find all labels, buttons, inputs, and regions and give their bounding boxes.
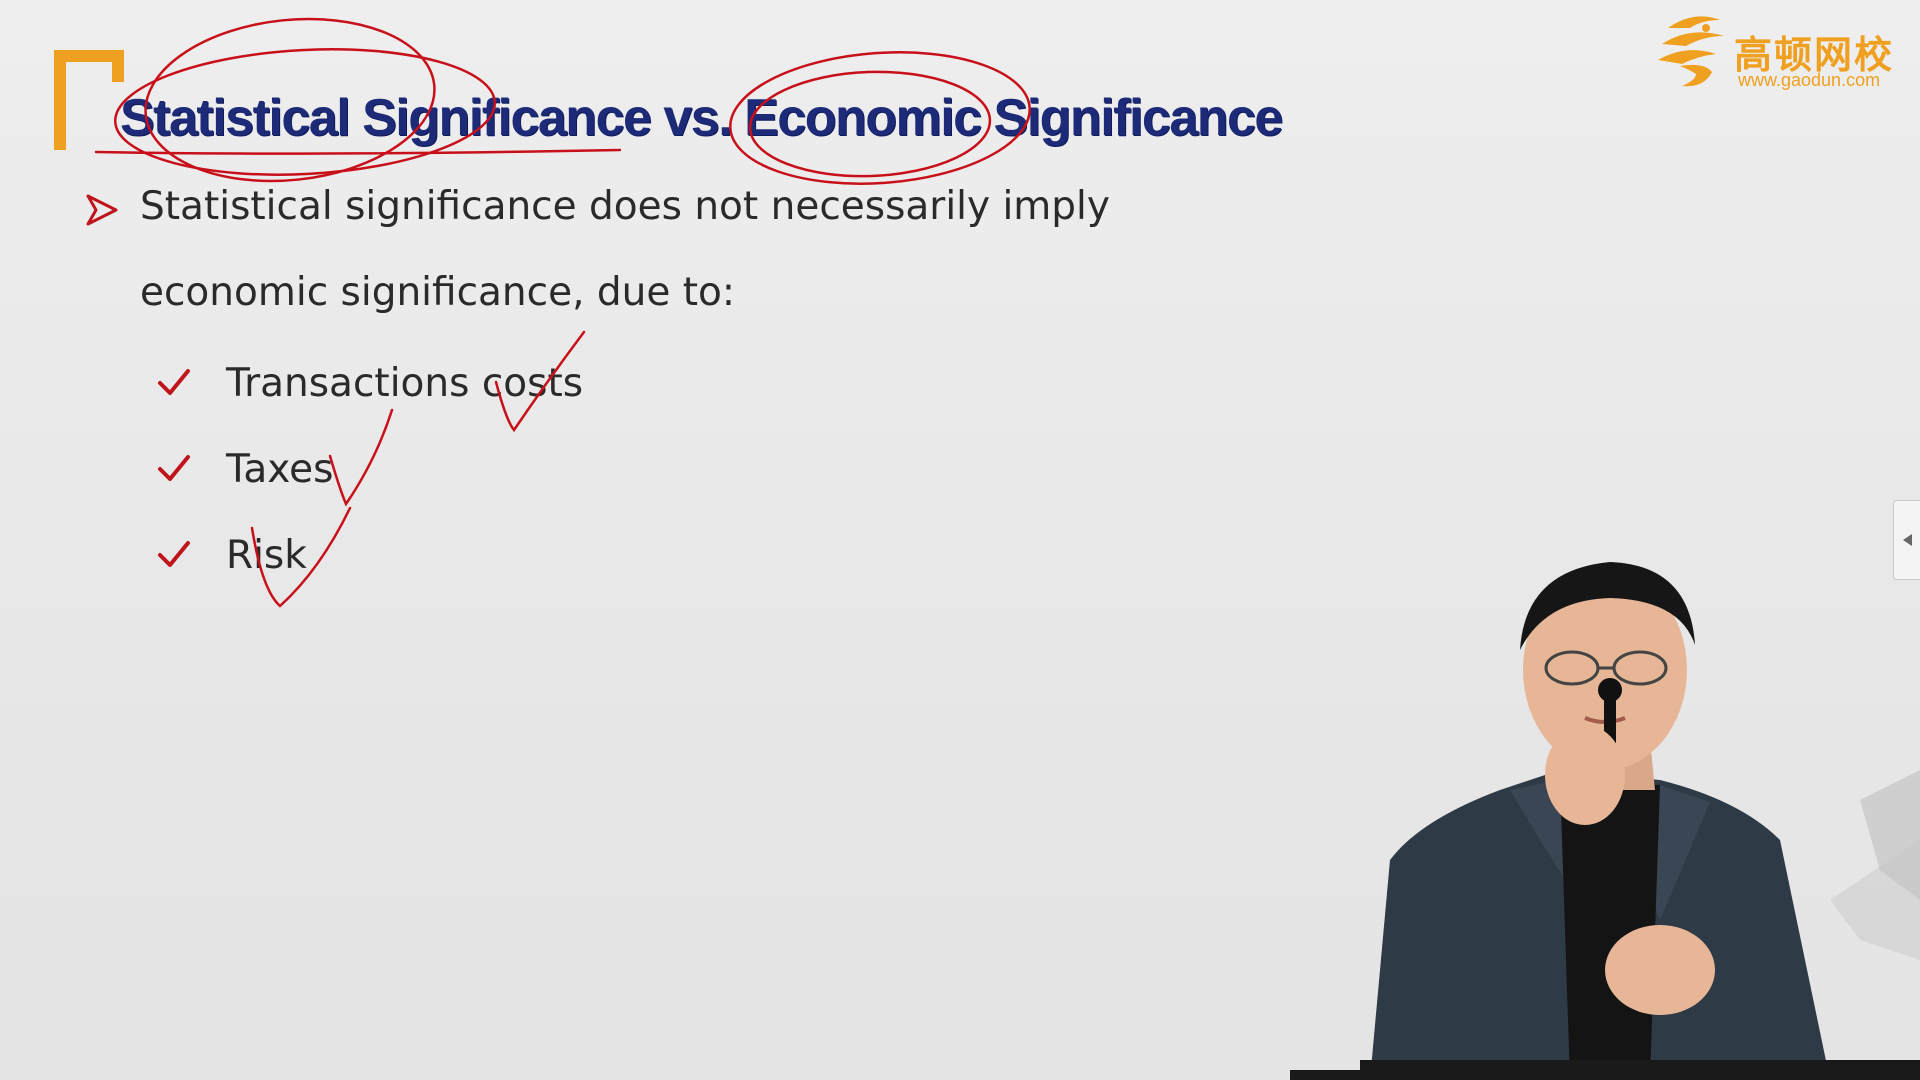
presenter-video <box>1360 562 1920 1080</box>
list-item-label: Transactions costs <box>226 360 584 406</box>
title-bracket-decoration <box>54 50 124 150</box>
checkmark-icon <box>158 455 190 481</box>
logo-chinese-name: 高顿网校 <box>1734 33 1895 77</box>
annotation-check-taxes <box>328 408 394 507</box>
list-item-taxes: Taxes <box>156 444 333 494</box>
list-item-label: Taxes <box>226 446 334 492</box>
slide-title: Statistical Significance vs. Economic Si… <box>120 89 1283 147</box>
triangle-left-icon <box>1903 534 1912 546</box>
list-item-risk: Risk <box>156 530 307 580</box>
gaodun-logo-icon <box>1658 16 1724 87</box>
checkmark-icon <box>158 541 190 567</box>
checkmark-icon <box>158 369 190 395</box>
logo-url: www.gaodun.com <box>1738 70 1881 90</box>
side-panel-toggle[interactable] <box>1893 500 1920 580</box>
gaodun-logo: 高顿网校 www.gaodun.com <box>1646 6 1906 96</box>
main-bullet-text: Statistical significance does not necess… <box>140 184 1110 315</box>
list-item-transaction-costs: Transactions costs <box>156 358 583 408</box>
annotation-underline <box>94 148 622 155</box>
list-item-label: Risk <box>226 532 307 578</box>
bottom-bar <box>1290 1070 1920 1080</box>
arrowhead-icon <box>86 194 118 226</box>
